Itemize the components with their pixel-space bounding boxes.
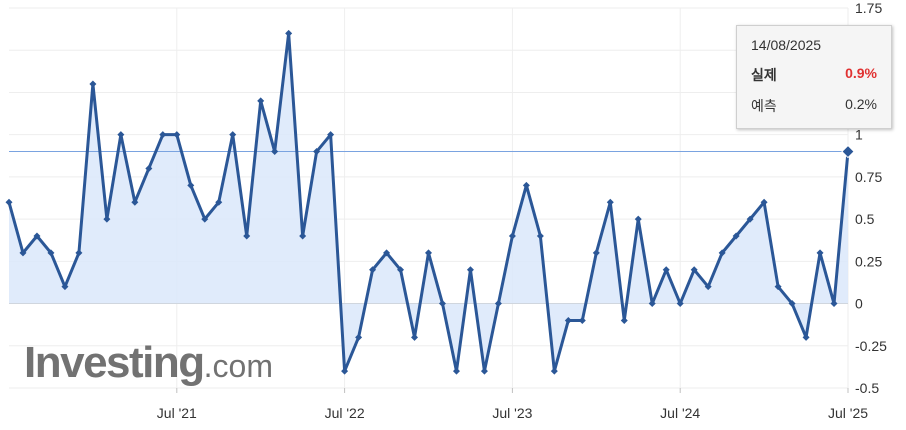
x-tick-label: Jul '25 — [828, 405, 868, 421]
data-point — [159, 131, 167, 139]
x-axis: Jul '21 Jul '22 Jul '23 Jul '24 Jul '25 — [157, 388, 868, 421]
data-point — [47, 249, 55, 257]
data-point — [494, 300, 502, 308]
data-point — [103, 215, 111, 223]
data-point — [327, 131, 335, 139]
data-point — [369, 266, 377, 274]
data-point — [187, 181, 195, 189]
tooltip-actual-value: 0.9% — [845, 65, 877, 81]
data-point — [676, 300, 684, 308]
tooltip-actual-row: 실제 0.9% — [751, 65, 877, 85]
data-point — [788, 300, 796, 308]
data-point — [257, 97, 265, 105]
data-point — [5, 198, 13, 206]
data-point — [383, 249, 391, 257]
data-point — [578, 316, 586, 324]
data-point — [690, 266, 698, 274]
data-point — [466, 266, 474, 274]
data-point — [704, 283, 712, 291]
tooltip-forecast-row: 예측 0.2% — [751, 96, 877, 116]
data-point — [816, 249, 824, 257]
data-point — [438, 300, 446, 308]
data-point — [732, 232, 740, 240]
y-tick-label: 1 — [855, 127, 863, 143]
data-point — [201, 215, 209, 223]
data-point — [508, 232, 516, 240]
y-tick-label: -0.25 — [855, 338, 887, 354]
data-point — [145, 164, 153, 172]
tooltip-forecast-value: 0.2% — [845, 96, 877, 112]
y-tick-label: 1.75 — [855, 0, 882, 16]
data-point — [75, 249, 83, 257]
data-point — [229, 131, 237, 139]
tooltip-actual-label: 실제 — [751, 67, 777, 83]
data-point — [774, 283, 782, 291]
data-point — [634, 215, 642, 223]
x-tick-label: Jul '22 — [325, 405, 365, 421]
data-point — [802, 333, 810, 341]
data-point — [841, 144, 855, 159]
y-tick-label: 0.5 — [855, 211, 875, 227]
area-layer — [9, 33, 848, 372]
data-point — [341, 367, 349, 375]
data-point — [19, 249, 27, 257]
data-point — [173, 131, 181, 139]
data-point — [760, 198, 768, 206]
data-point — [564, 316, 572, 324]
investing-logo: Investing.com — [24, 338, 273, 388]
data-point — [131, 198, 139, 206]
data-point — [718, 249, 726, 257]
data-point — [746, 215, 754, 223]
data-point — [313, 148, 321, 156]
data-point — [522, 181, 530, 189]
y-tick-label: 0.25 — [855, 253, 882, 269]
logo-brand: Investing — [24, 338, 205, 387]
data-point — [243, 232, 251, 240]
data-point — [480, 367, 488, 375]
x-tick-label: Jul '24 — [660, 405, 700, 421]
data-point — [299, 232, 307, 240]
data-point — [33, 232, 41, 240]
data-tooltip: 14/08/2025 실제 0.9% 예측 0.2% — [736, 25, 892, 129]
data-point — [271, 148, 279, 156]
data-point — [662, 266, 670, 274]
data-point — [285, 29, 293, 37]
tooltip-forecast-label: 예측 — [751, 98, 777, 114]
tooltip-date: 14/08/2025 — [751, 37, 822, 53]
data-point — [61, 283, 69, 291]
point-layer — [5, 29, 855, 375]
data-point — [620, 316, 628, 324]
y-tick-label: -0.5 — [855, 380, 879, 396]
x-tick-label: Jul '21 — [157, 405, 197, 421]
data-point — [648, 300, 656, 308]
data-point — [397, 266, 405, 274]
data-point — [215, 198, 223, 206]
y-tick-label: 0.75 — [855, 169, 882, 185]
data-point — [117, 131, 125, 139]
data-point — [536, 232, 544, 240]
data-point — [425, 249, 432, 257]
logo-suffix: .com — [203, 348, 273, 384]
data-point — [355, 333, 363, 341]
data-point — [550, 367, 558, 375]
data-point — [411, 333, 419, 341]
data-point — [606, 198, 614, 206]
data-point — [89, 80, 97, 88]
y-tick-label: 0 — [855, 296, 863, 312]
data-point — [830, 300, 838, 308]
data-point — [452, 367, 460, 375]
data-point — [592, 249, 600, 257]
series-area-fill — [9, 33, 848, 372]
x-tick-label: Jul '23 — [492, 405, 532, 421]
